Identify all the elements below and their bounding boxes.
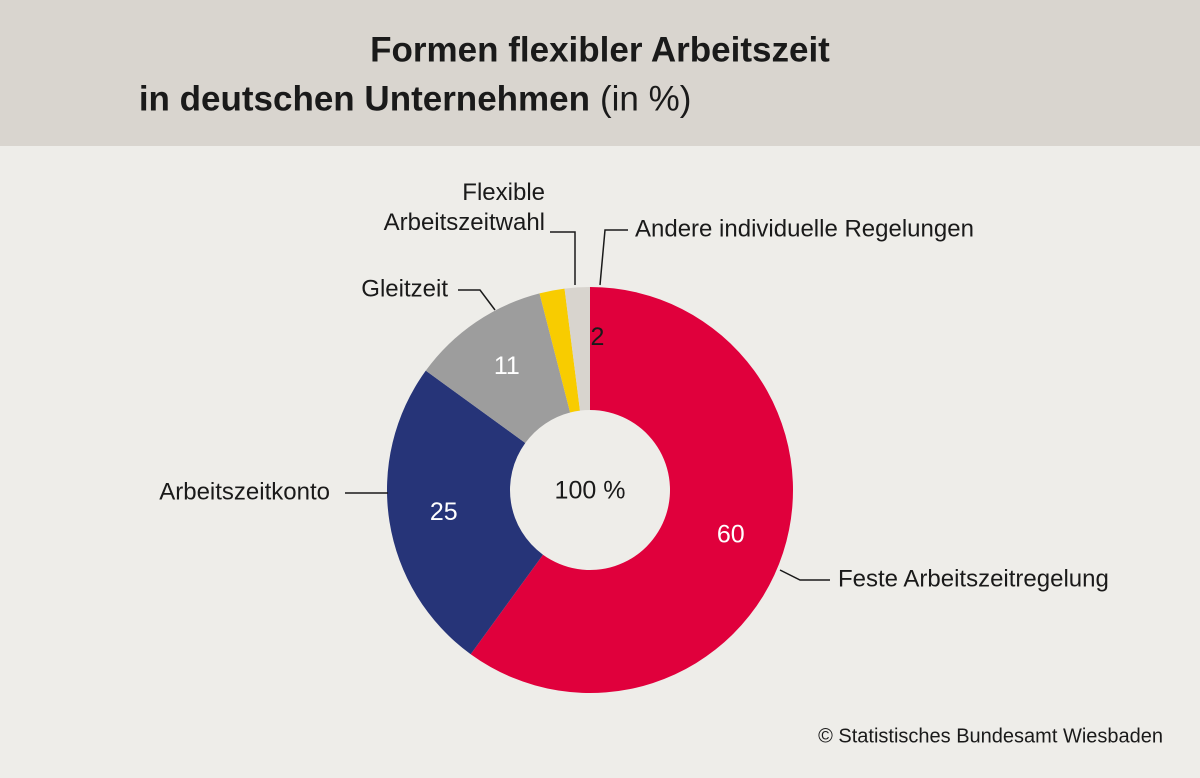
value-label: 2	[591, 323, 605, 351]
header-band	[0, 0, 1200, 146]
donut-segment	[539, 288, 580, 413]
unit-note: (in %)	[600, 79, 691, 118]
source: © Statistisches Bundesamt Wiesbaden	[818, 725, 1163, 747]
category-label: Flexible Arbeitszeitwahl	[383, 179, 545, 236]
value-label: 60	[717, 520, 745, 548]
leader-line	[599, 229, 628, 286]
value-label: 11	[494, 352, 520, 380]
category-label: Feste Arbeitszeitregelung	[838, 565, 1109, 592]
leader-line	[550, 231, 576, 285]
center-label: 100 %	[555, 477, 626, 505]
donut-segment	[470, 287, 793, 693]
category-label: Arbeitszeitkonto	[159, 478, 330, 505]
chart-title: in deutschen Unternehmen	[139, 79, 590, 118]
donut-segment	[387, 370, 543, 655]
donut-segment	[564, 287, 590, 411]
chart-title: Formen flexibler Arbeitszeit	[370, 30, 830, 69]
category-label: Andere individuelle Regelungen	[635, 215, 974, 242]
category-label: Gleitzeit	[361, 275, 448, 302]
value-label: 25	[430, 498, 458, 526]
leader-line	[779, 569, 830, 581]
donut-segment	[425, 293, 571, 443]
leader-line	[458, 289, 496, 311]
